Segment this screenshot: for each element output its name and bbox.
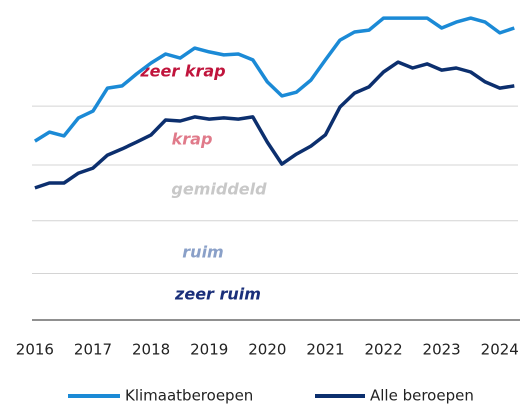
x-tick-label: 2018 <box>132 341 170 359</box>
x-tick-label: 2021 <box>306 341 344 359</box>
legend-label: Alle beroepen <box>370 387 474 405</box>
band-label: gemiddeld <box>171 180 267 199</box>
band-label: zeer krap <box>139 62 225 81</box>
x-tick-label: 2019 <box>190 341 228 359</box>
x-tick-label: 2017 <box>74 341 112 359</box>
x-tick-label: 2023 <box>423 341 461 359</box>
series-line <box>33 16 515 143</box>
band-label: krap <box>172 130 213 149</box>
band-label: ruim <box>182 243 223 262</box>
band-label: zeer ruim <box>174 285 261 304</box>
legend-label: Klimaatberoepen <box>125 387 253 405</box>
x-tick-label: 2016 <box>16 341 54 359</box>
x-tick-label: 2022 <box>364 341 402 359</box>
series-line <box>34 60 515 190</box>
x-tick-label: 2020 <box>248 341 286 359</box>
x-tick-label: 2024 <box>481 341 519 359</box>
